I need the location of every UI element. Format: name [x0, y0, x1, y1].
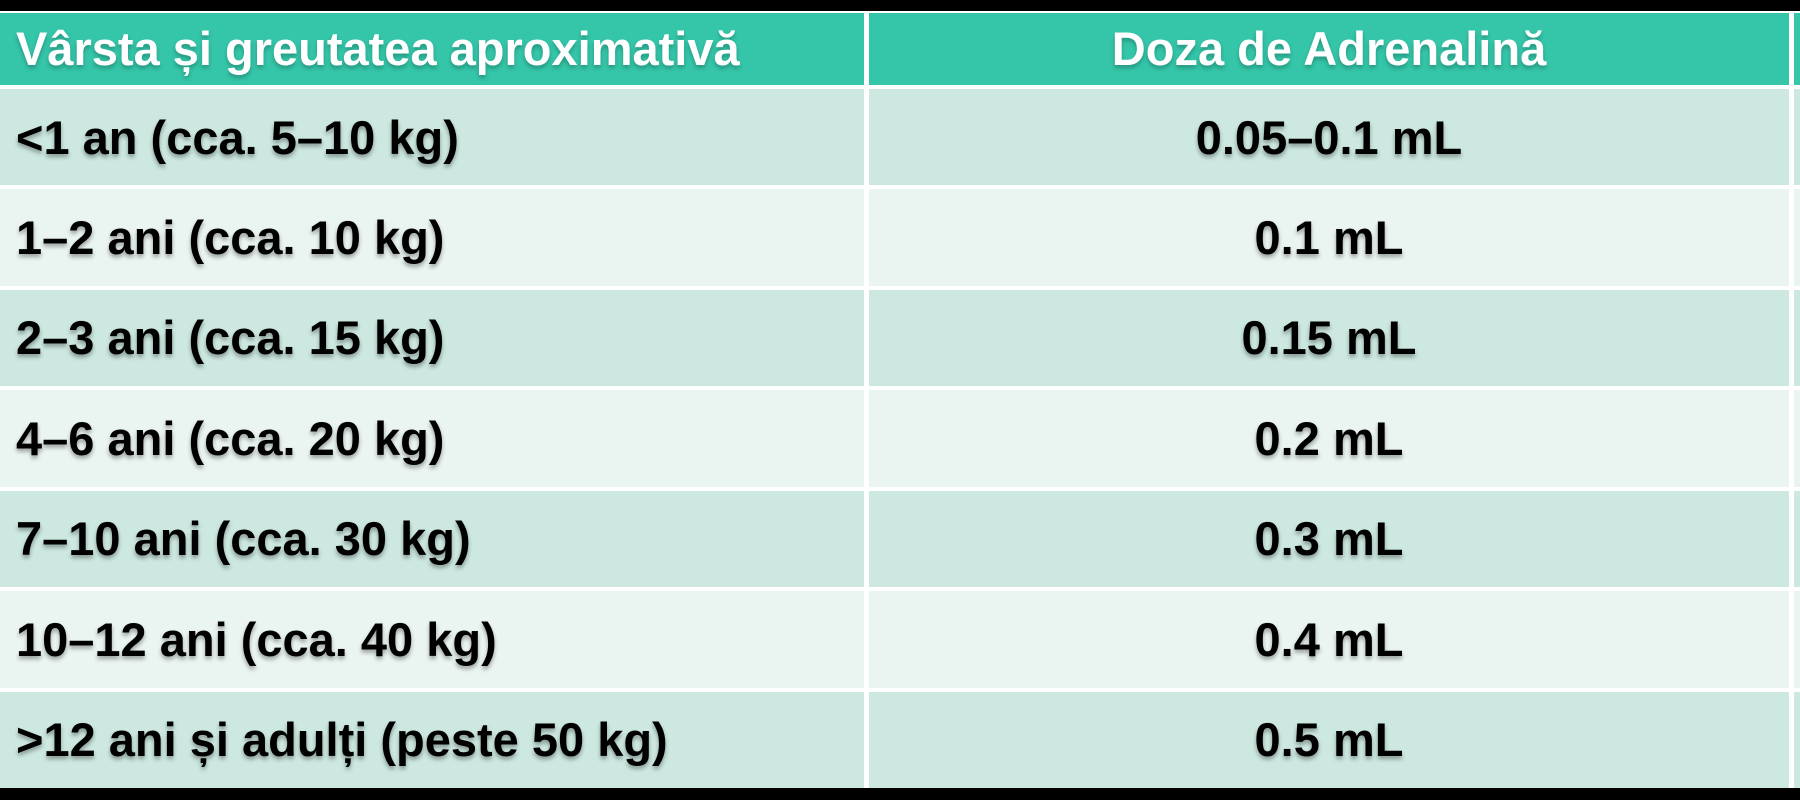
- cutoff-column-sliver: [1794, 591, 1800, 688]
- header-age-weight: Vârsta și greutatea aproximativă: [0, 13, 864, 85]
- cutoff-column-sliver: [1794, 89, 1800, 186]
- dose-cell: 0.5 mL: [869, 691, 1789, 788]
- dose-cell: 0.2 mL: [869, 390, 1789, 487]
- age-cell: 7–10 ani (cca. 30 kg): [0, 490, 864, 588]
- top-border: [0, 0, 1800, 11]
- cutoff-column-sliver: [1794, 490, 1800, 588]
- age-cell: 1–2 ani (cca. 10 kg): [0, 189, 864, 286]
- cutoff-column-sliver: [1794, 691, 1800, 788]
- bottom-border: [0, 788, 1800, 800]
- age-cell: 2–3 ani (cca. 15 kg): [0, 289, 864, 387]
- table-row: 4–6 ani (cca. 20 kg) 0.2 mL: [0, 390, 1800, 487]
- cutoff-column-sliver: [1794, 189, 1800, 286]
- cutoff-column-sliver: [1794, 390, 1800, 487]
- dose-cell: 0.15 mL: [869, 289, 1789, 387]
- cutoff-column-sliver: [1794, 13, 1800, 85]
- age-cell: <1 an (cca. 5–10 kg): [0, 89, 864, 186]
- table-row: 7–10 ani (cca. 30 kg) 0.3 mL: [0, 490, 1800, 588]
- header-dose: Doza de Adrenalină: [869, 13, 1789, 85]
- dose-cell: 0.4 mL: [869, 591, 1789, 688]
- dose-cell: 0.1 mL: [869, 189, 1789, 286]
- dose-cell: 0.3 mL: [869, 490, 1789, 588]
- dose-cell: 0.05–0.1 mL: [869, 89, 1789, 186]
- table-row: 10–12 ani (cca. 40 kg) 0.4 mL: [0, 591, 1800, 688]
- cutoff-column-sliver: [1794, 289, 1800, 387]
- age-cell: 10–12 ani (cca. 40 kg): [0, 591, 864, 688]
- header-top-gap: [0, 11, 1800, 13]
- age-cell: 4–6 ani (cca. 20 kg): [0, 390, 864, 487]
- age-cell: >12 ani și adulți (peste 50 kg): [0, 691, 864, 788]
- table-row: 2–3 ani (cca. 15 kg) 0.15 mL: [0, 289, 1800, 387]
- table-row: 1–2 ani (cca. 10 kg) 0.1 mL: [0, 189, 1800, 286]
- table-row: >12 ani și adulți (peste 50 kg) 0.5 mL: [0, 691, 1800, 788]
- table-row: <1 an (cca. 5–10 kg) 0.05–0.1 mL: [0, 89, 1800, 186]
- table-body: <1 an (cca. 5–10 kg) 0.05–0.1 mL 1–2 ani…: [0, 85, 1800, 788]
- table-header-row: Vârsta și greutatea aproximativă Doza de…: [0, 13, 1800, 85]
